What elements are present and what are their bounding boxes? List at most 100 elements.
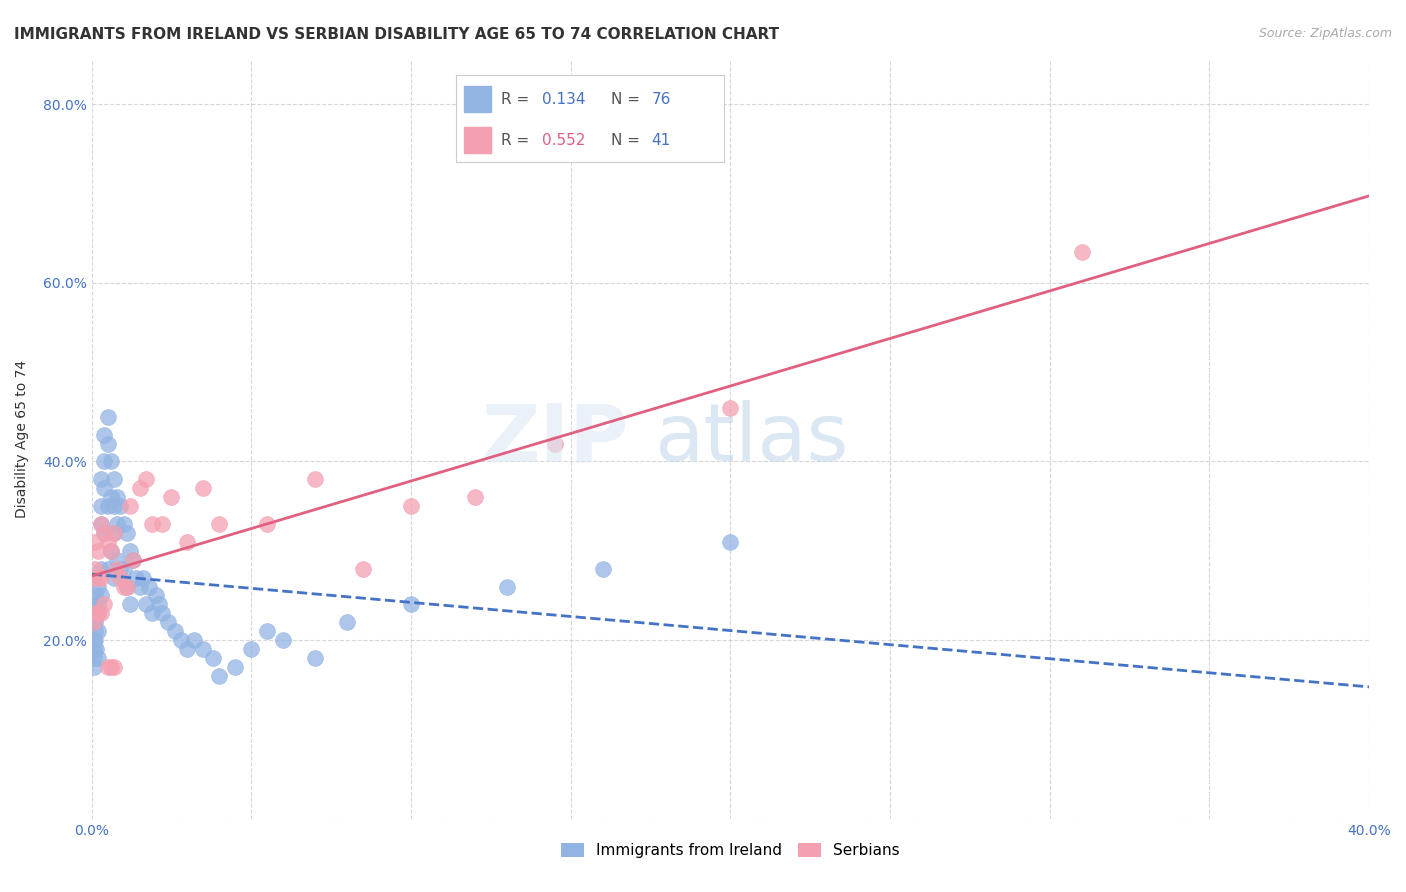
- Text: Source: ZipAtlas.com: Source: ZipAtlas.com: [1258, 27, 1392, 40]
- Point: [240, 642, 263, 657]
- Point: [83, 615, 105, 630]
- Point: [97, 499, 120, 513]
- Point: [141, 607, 163, 621]
- Point: [93, 481, 115, 495]
- Point: [103, 499, 125, 513]
- Point: [83, 607, 105, 621]
- Point: [352, 562, 374, 576]
- Point: [86, 642, 108, 657]
- Point: [208, 516, 231, 531]
- Point: [87, 571, 110, 585]
- Point: [83, 589, 105, 603]
- Point: [150, 607, 173, 621]
- Point: [495, 580, 517, 594]
- Point: [150, 516, 173, 531]
- Legend: Immigrants from Ireland, Serbians: Immigrants from Ireland, Serbians: [555, 837, 905, 864]
- Point: [100, 543, 122, 558]
- Point: [193, 642, 215, 657]
- Point: [163, 624, 186, 639]
- Point: [103, 472, 125, 486]
- Point: [90, 516, 112, 531]
- Y-axis label: Disability Age 65 to 74: Disability Age 65 to 74: [15, 360, 30, 518]
- Point: [128, 481, 150, 495]
- Point: [399, 598, 422, 612]
- Text: ZIP: ZIP: [481, 401, 628, 478]
- Point: [83, 598, 105, 612]
- Point: [93, 427, 115, 442]
- Point: [271, 633, 294, 648]
- Point: [83, 633, 105, 648]
- Point: [87, 651, 110, 665]
- Point: [201, 651, 224, 665]
- Point: [82, 615, 104, 630]
- Point: [87, 598, 110, 612]
- Point: [256, 624, 278, 639]
- Point: [110, 571, 132, 585]
- Point: [87, 580, 110, 594]
- Point: [399, 499, 422, 513]
- Point: [160, 490, 183, 504]
- Point: [97, 436, 120, 450]
- Point: [83, 633, 105, 648]
- Point: [90, 499, 112, 513]
- Point: [145, 589, 167, 603]
- Point: [592, 562, 614, 576]
- Point: [93, 525, 115, 540]
- Point: [110, 562, 132, 576]
- Point: [87, 624, 110, 639]
- Point: [718, 401, 741, 415]
- Point: [112, 562, 135, 576]
- Point: [97, 409, 120, 424]
- Point: [90, 607, 112, 621]
- Point: [97, 660, 120, 674]
- Point: [97, 562, 120, 576]
- Point: [135, 598, 157, 612]
- Point: [256, 516, 278, 531]
- Point: [132, 571, 155, 585]
- Point: [112, 516, 135, 531]
- Point: [157, 615, 180, 630]
- Point: [1070, 244, 1092, 259]
- Point: [138, 580, 160, 594]
- Point: [224, 660, 246, 674]
- Point: [90, 516, 112, 531]
- Point: [193, 481, 215, 495]
- Point: [87, 607, 110, 621]
- Point: [105, 490, 128, 504]
- Point: [82, 571, 104, 585]
- Point: [115, 580, 138, 594]
- Point: [118, 598, 141, 612]
- Point: [718, 534, 741, 549]
- Point: [176, 534, 198, 549]
- Point: [304, 651, 326, 665]
- Point: [100, 543, 122, 558]
- Point: [100, 490, 122, 504]
- Point: [544, 436, 567, 450]
- Point: [90, 589, 112, 603]
- Point: [183, 633, 205, 648]
- Point: [86, 607, 108, 621]
- Point: [336, 615, 359, 630]
- Point: [135, 472, 157, 486]
- Point: [141, 516, 163, 531]
- Point: [304, 472, 326, 486]
- Point: [93, 525, 115, 540]
- Point: [464, 490, 486, 504]
- Point: [110, 499, 132, 513]
- Point: [128, 580, 150, 594]
- Point: [87, 543, 110, 558]
- Text: atlas: atlas: [654, 401, 848, 478]
- Point: [112, 580, 135, 594]
- Point: [83, 660, 105, 674]
- Point: [176, 642, 198, 657]
- Point: [103, 660, 125, 674]
- Point: [83, 562, 105, 576]
- Point: [208, 669, 231, 683]
- Point: [105, 552, 128, 566]
- Point: [125, 571, 148, 585]
- Point: [103, 571, 125, 585]
- Point: [148, 598, 170, 612]
- Point: [105, 562, 128, 576]
- Point: [83, 534, 105, 549]
- Point: [97, 534, 120, 549]
